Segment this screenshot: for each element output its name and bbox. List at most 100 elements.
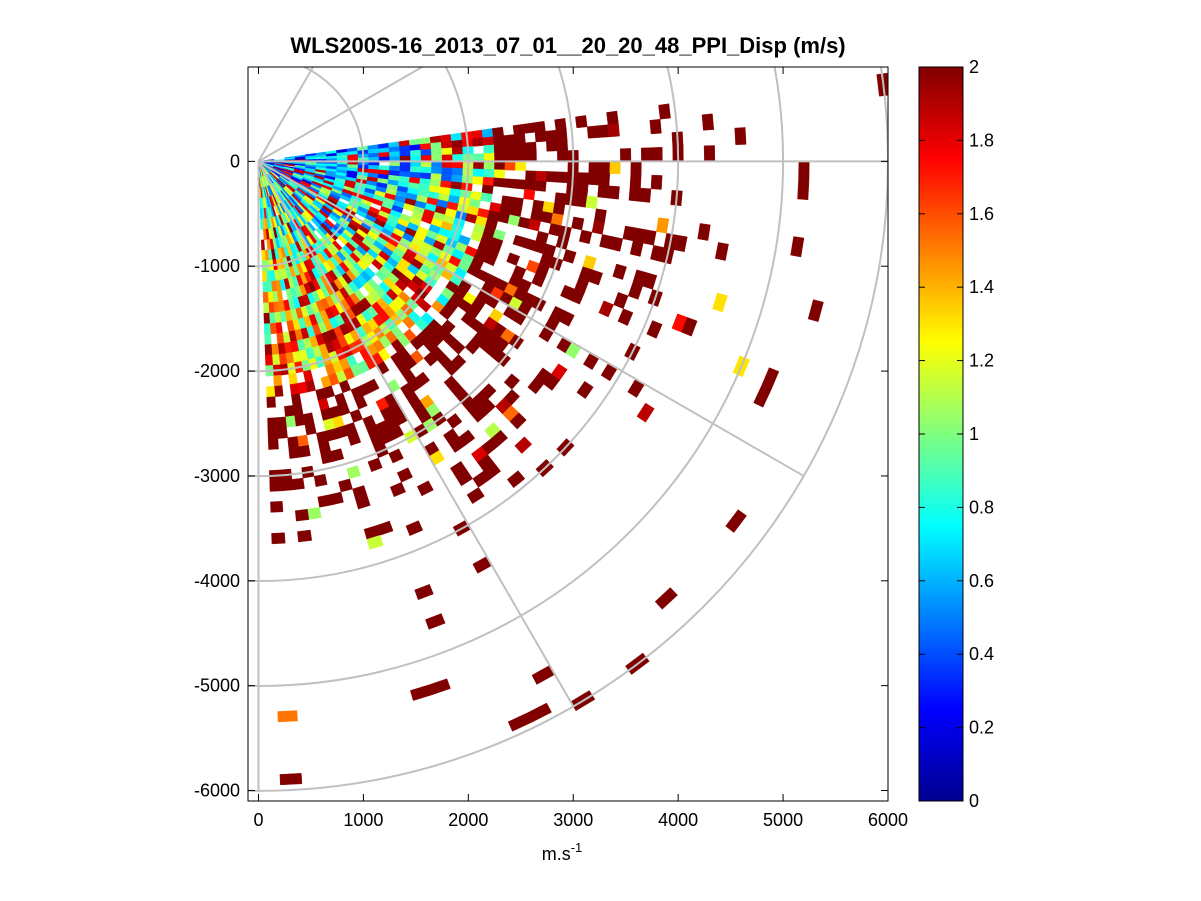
data-cell (430, 148, 443, 156)
x-tick-label: 4000 (658, 810, 698, 830)
data-cell (523, 122, 536, 134)
data-cell (288, 372, 298, 385)
data-cell (466, 487, 485, 504)
data-cell (269, 322, 277, 335)
colorbar-tick-label: 1 (969, 424, 979, 444)
data-cell (703, 145, 716, 162)
data-cell (420, 166, 432, 174)
data-cell (509, 412, 527, 430)
data-cell (268, 301, 275, 314)
data-cell (514, 142, 527, 153)
data-cell (267, 427, 279, 440)
data-cell (701, 113, 715, 131)
data-cell (597, 124, 610, 138)
data-cell (261, 250, 266, 262)
data-cell (494, 161, 506, 171)
data-cell (576, 381, 594, 399)
plot-area: 0 1000 2000 3000 4000 5000 6000 0 -1000 -2000 -30… (194, 66, 908, 830)
data-cell (543, 373, 561, 391)
data-cell (263, 323, 271, 335)
data-cell (575, 194, 588, 208)
colorbar: 0 0.2 0.4 0.6 0.8 1 1.2 1.4 1.6 1.8 2 (918, 57, 994, 811)
y-tick-label: 0 (230, 151, 240, 171)
data-cell (296, 434, 309, 448)
data-cell (441, 161, 453, 169)
data-cell (798, 161, 810, 181)
data-cell (481, 128, 494, 139)
data-cell (483, 161, 495, 170)
data-cell (441, 167, 453, 176)
data-cell (267, 417, 278, 429)
data-cell (514, 436, 533, 454)
data-cell (697, 223, 711, 241)
data-cell (503, 178, 516, 189)
data-cell (628, 187, 641, 202)
data-cell (554, 118, 567, 131)
colorbar-tick-label: 1.6 (969, 204, 994, 224)
data-cell (277, 710, 298, 723)
data-cell (279, 773, 303, 786)
data-cell (651, 147, 663, 162)
data-cell (378, 151, 390, 158)
data-cell (336, 154, 348, 159)
data-cell (278, 353, 288, 365)
data-cell (271, 354, 281, 366)
data-cell (494, 152, 506, 162)
y-tick-label: -2000 (194, 361, 240, 381)
data-cell (569, 288, 585, 305)
data-cell (291, 393, 302, 406)
data-cell (483, 152, 495, 162)
data-cell (646, 320, 663, 339)
data-cell (483, 168, 495, 179)
data-cell (493, 177, 505, 188)
data-cell (276, 416, 287, 429)
data-cell (263, 302, 270, 314)
data-cell (320, 451, 334, 465)
data-cell (304, 422, 317, 436)
colorbar-gradient (919, 67, 963, 801)
data-cell (504, 143, 516, 154)
data-cell (588, 161, 600, 174)
data-cell (504, 161, 516, 171)
data-cell (585, 195, 598, 210)
data-cell (448, 436, 466, 453)
data-cell (503, 134, 516, 145)
data-cell (557, 150, 569, 162)
data-cell (597, 184, 610, 199)
data-cell (284, 405, 295, 418)
data-cell (598, 300, 614, 318)
data-cell (297, 529, 313, 543)
data-cell (347, 154, 359, 159)
azimuth-spoke (257, 67, 315, 162)
data-cell (389, 151, 401, 158)
data-cell (263, 312, 271, 325)
data-cell (317, 494, 332, 508)
data-cell (409, 144, 421, 152)
data-cell (552, 202, 566, 216)
data-cell (482, 136, 495, 146)
chart-title: WLS200S-16_2013_07_01__20_20_48_PPI_Disp… (290, 33, 845, 58)
data-cell (298, 445, 311, 458)
data-cell (630, 161, 642, 175)
data-cell (586, 125, 599, 139)
y-tick-label: -4000 (194, 571, 240, 591)
data-cell (367, 457, 383, 473)
data-cell (578, 229, 593, 245)
data-cell (388, 146, 401, 153)
data-cell (451, 167, 464, 176)
data-cell (425, 613, 446, 630)
data-cell (876, 72, 888, 97)
x-axis-label-exponent: -1 (571, 840, 583, 855)
data-cell (482, 176, 495, 187)
data-cell (492, 126, 504, 137)
data-cell (419, 143, 432, 151)
data-cell (554, 192, 567, 205)
data-cell (410, 684, 433, 701)
data-cell (525, 170, 537, 182)
x-axis: 0 1000 2000 3000 4000 5000 6000 (253, 67, 908, 830)
colorbar-ticks: 0 0.2 0.4 0.6 0.8 1 1.2 1.4 1.6 1.8 2 (919, 57, 994, 811)
y-tick-label: -5000 (194, 676, 240, 696)
data-cell (629, 174, 642, 189)
data-cell (472, 137, 484, 147)
data-cell (515, 151, 527, 162)
